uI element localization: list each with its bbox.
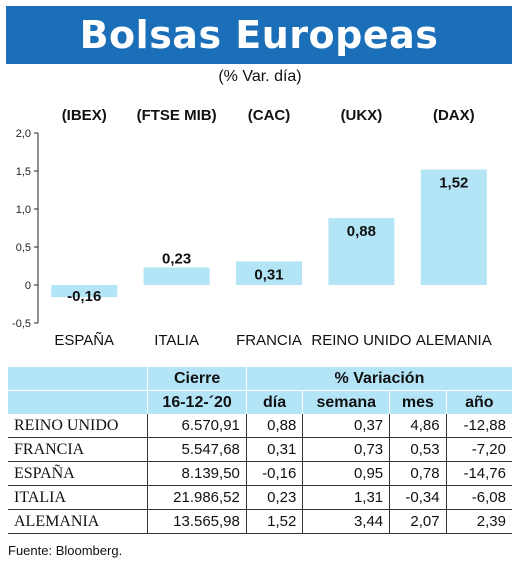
- index-label: (FTSE MIB): [137, 107, 217, 124]
- category-label: ITALIA: [154, 332, 199, 349]
- header-dia: día: [245, 390, 303, 414]
- table-row: ALEMANIA 13.565,98 1,52 3,44 2,07 2,39: [8, 509, 512, 534]
- row-semana: 0,95: [302, 461, 390, 486]
- bar: [143, 267, 210, 285]
- row-mes: -0,34: [389, 485, 447, 510]
- row-cierre: 13.565,98: [147, 509, 247, 534]
- y-tick-label: 2,0: [16, 128, 31, 140]
- index-label: (CAC): [248, 107, 291, 124]
- row-mes: 0,78: [389, 461, 447, 486]
- row-cierre: 5.547,68: [147, 437, 247, 462]
- row-name: ESPAÑA: [8, 461, 148, 486]
- row-cierre: 6.570,91: [147, 414, 247, 438]
- category-label: REINO UNIDO: [311, 332, 411, 349]
- bar: [420, 169, 487, 285]
- row-semana: 3,44: [302, 509, 390, 534]
- row-name: REINO UNIDO: [8, 414, 148, 438]
- header-semana: semana: [302, 390, 390, 414]
- page-title: Bolsas Europeas: [6, 6, 512, 64]
- category-label: ESPAÑA: [54, 332, 114, 349]
- header-variacion: % Variación: [245, 367, 512, 391]
- index-table: Cierre % Variación 16-12-´20 día semana …: [8, 367, 512, 534]
- source-note: Fuente: Bloomberg.: [8, 543, 123, 558]
- row-dia: 0,31: [245, 437, 303, 462]
- bar-value-label: 0,88: [347, 223, 376, 240]
- category-label: ALEMANIA: [416, 332, 492, 349]
- header-date: 16-12-´20: [147, 390, 247, 414]
- y-tick-label: 1,0: [16, 204, 31, 216]
- header-ano: año: [445, 390, 512, 414]
- row-mes: 2,07: [389, 509, 447, 534]
- row-mes: 4,86: [389, 414, 447, 438]
- row-dia: -0,16: [245, 461, 303, 486]
- header-mes: mes: [389, 390, 447, 414]
- row-dia: 0,88: [245, 414, 303, 438]
- table-row: ESPAÑA 8.139,50 -0,16 0,95 0,78 -14,76: [8, 461, 512, 486]
- y-tick-label: 0: [25, 280, 31, 292]
- row-ano: -6,08: [445, 485, 512, 510]
- row-ano: -14,76: [445, 461, 512, 486]
- bar: [236, 261, 302, 285]
- bar-chart: -0,5 0 0,5 1,0 1,5 2,0 -0,16 (IBEX) ESPAÑA 0,23 (…: [12, 107, 492, 349]
- index-label: (DAX): [433, 107, 475, 124]
- row-semana: 1,31: [302, 485, 390, 510]
- row-cierre: 8.139,50: [147, 461, 247, 486]
- bar-value-label: 0,31: [254, 266, 283, 283]
- row-mes: 0,53: [389, 437, 447, 462]
- row-dia: 1,52: [245, 509, 303, 534]
- row-name: FRANCIA: [8, 437, 148, 462]
- row-name: ITALIA: [8, 485, 148, 510]
- chart-subtitle: (% Var. día): [218, 68, 302, 85]
- y-tick-label: 0,5: [16, 242, 31, 254]
- bar-value-label: -0,16: [67, 288, 101, 305]
- y-tick-label: -0,5: [12, 318, 31, 330]
- header-cierre: Cierre: [147, 367, 247, 391]
- bar-value-label: 0,23: [162, 251, 191, 268]
- corner-cell: [8, 367, 148, 391]
- table-row: REINO UNIDO 6.570,91 0,88 0,37 4,86 -12,…: [8, 414, 512, 438]
- table-row: FRANCIA 5.547,68 0,31 0,73 0,53 -7,20: [8, 437, 512, 462]
- row-name: ALEMANIA: [8, 509, 148, 534]
- row-cierre: 21.986,52: [147, 485, 247, 510]
- category-label: FRANCIA: [236, 332, 302, 349]
- row-dia: 0,23: [245, 485, 303, 510]
- y-tick-label: 1,5: [16, 166, 31, 178]
- index-label: (IBEX): [62, 107, 107, 124]
- bar: [328, 218, 395, 285]
- row-ano: -7,20: [445, 437, 512, 462]
- bar: [51, 285, 118, 298]
- table-row: ITALIA 21.986,52 0,23 1,31 -0,34 -6,08: [8, 485, 512, 510]
- row-ano: 2,39: [445, 509, 512, 534]
- row-semana: 0,37: [302, 414, 390, 438]
- index-label: (UKX): [341, 107, 383, 124]
- row-semana: 0,73: [302, 437, 390, 462]
- bar-value-label: 1,52: [439, 174, 468, 191]
- row-ano: -12,88: [445, 414, 512, 438]
- corner-cell-2: [8, 390, 148, 414]
